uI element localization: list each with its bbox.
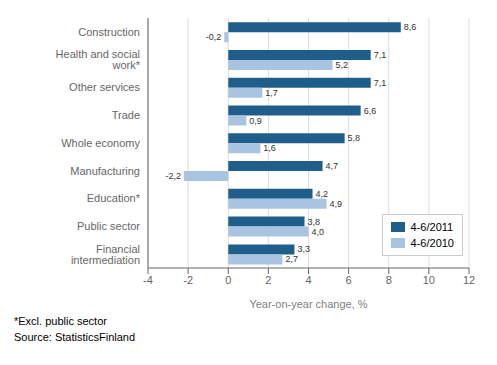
svg-text:Health and socialwork*: Health and socialwork* bbox=[56, 48, 141, 71]
svg-text:1,6: 1,6 bbox=[263, 143, 276, 153]
svg-text:Public sector: Public sector bbox=[77, 220, 140, 232]
svg-text:1,7: 1,7 bbox=[265, 88, 278, 98]
svg-text:4: 4 bbox=[305, 274, 311, 286]
svg-text:7,1: 7,1 bbox=[374, 50, 387, 60]
svg-text:10: 10 bbox=[423, 274, 435, 286]
svg-text:Construction: Construction bbox=[78, 26, 140, 38]
html-text:4-6/2010: 4-6/2010 bbox=[410, 237, 454, 249]
svg-text:Trade: Trade bbox=[112, 109, 140, 121]
svg-text:4,7: 4,7 bbox=[326, 161, 339, 171]
svg-text:6,6: 6,6 bbox=[364, 106, 377, 116]
svg-text:-4: -4 bbox=[143, 274, 153, 286]
svg-text:-2: -2 bbox=[183, 274, 193, 286]
html-text:*Excl. public sector: *Excl. public sector bbox=[14, 315, 107, 327]
svg-text:3,3: 3,3 bbox=[297, 244, 310, 254]
svg-text:Education*: Education* bbox=[87, 192, 141, 204]
svg-text:7,1: 7,1 bbox=[374, 78, 387, 88]
svg-text:4,0: 4,0 bbox=[312, 227, 325, 237]
svg-text:5,2: 5,2 bbox=[336, 60, 349, 70]
svg-text:4,9: 4,9 bbox=[330, 199, 343, 209]
svg-text:-0,2: -0,2 bbox=[206, 32, 222, 42]
svg-text:3,8: 3,8 bbox=[307, 217, 320, 227]
svg-text:-2,2: -2,2 bbox=[166, 171, 182, 181]
svg-text:6: 6 bbox=[346, 274, 352, 286]
svg-text:Other services: Other services bbox=[69, 81, 140, 93]
html-text:Source: StatisticsFinland: Source: StatisticsFinland bbox=[14, 331, 136, 343]
svg-text:Year-on-year change, %: Year-on-year change, % bbox=[249, 298, 367, 310]
svg-text:8,6: 8,6 bbox=[404, 22, 417, 32]
svg-text:0,9: 0,9 bbox=[249, 116, 262, 126]
svg-text:4,2: 4,2 bbox=[316, 189, 329, 199]
svg-text:Whole economy: Whole economy bbox=[61, 137, 140, 149]
svg-text:Manufacturing: Manufacturing bbox=[70, 165, 140, 177]
svg-text:Financialintermediation: Financialintermediation bbox=[71, 243, 140, 266]
html-text:4-6/2011: 4-6/2011 bbox=[410, 221, 454, 233]
svg-text:5,8: 5,8 bbox=[348, 133, 361, 143]
svg-text:2: 2 bbox=[265, 274, 271, 286]
svg-text:12: 12 bbox=[463, 274, 475, 286]
svg-text:2,7: 2,7 bbox=[285, 254, 298, 264]
svg-text:8: 8 bbox=[386, 274, 392, 286]
svg-text:0: 0 bbox=[225, 274, 231, 286]
